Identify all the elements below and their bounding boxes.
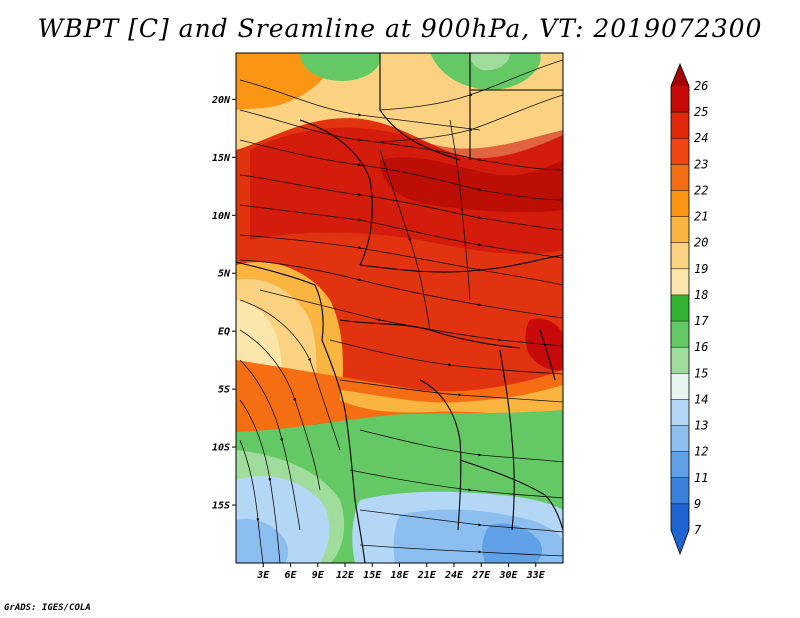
grads-credit: GrADS: IGES/COLA (4, 603, 91, 613)
colorbar-upper-extend (671, 64, 689, 86)
lat-tick-label: EQ (218, 327, 230, 338)
lon-tick-label: 6E (284, 570, 297, 581)
colorbar-swatch (671, 503, 689, 531)
lat-tick-label: 15S (212, 501, 230, 512)
colorbar-swatch (671, 164, 689, 191)
colorbar-label: 20 (694, 236, 708, 250)
colorbar-label: 22 (694, 183, 708, 197)
lat-tick-label: 5S (218, 385, 230, 396)
colorbar-swatch (671, 138, 689, 165)
colorbar-label: 7 (694, 523, 702, 537)
colorbar-label: 9 (694, 497, 701, 511)
lon-tick-label: 30E (498, 570, 518, 581)
colorbar-label: 23 (694, 157, 708, 171)
colorbar-swatch (671, 268, 689, 296)
lat-tick-label: 20N (211, 95, 231, 106)
colorbar-label: 25 (694, 105, 708, 119)
page-title: WBPT [C] and Sreamline at 900hPa, VT: 20… (37, 14, 763, 43)
colorbar-label: 14 (694, 392, 708, 406)
lon-tick-label: 27E (471, 570, 491, 581)
colorbar-label: 21 (694, 210, 708, 224)
colorbar-swatch (671, 347, 689, 374)
colorbar-label: 12 (694, 445, 708, 459)
lon-tick-label: 24E (444, 570, 464, 581)
colorbar-label: 24 (694, 131, 708, 145)
wbpt-field (236, 53, 563, 563)
lon-tick-label: 9E (312, 570, 325, 581)
colorbar-swatch (671, 216, 689, 244)
latitude-axis: 20N 15N 10N 5N EQ 5S 10S 15S (211, 95, 236, 512)
colorbar-swatch (671, 451, 689, 479)
colorbar-label: 11 (694, 471, 708, 485)
colorbar-swatch (671, 425, 689, 453)
colorbar-swatch (671, 399, 689, 427)
colorbar-swatch (671, 190, 689, 218)
colorbar-swatch (671, 321, 689, 348)
lon-tick-label: 3E (256, 570, 270, 581)
lat-tick-label: 10S (212, 443, 230, 454)
colorbar: 26 25 24 23 22 21 20 19 18 17 16 15 14 13 12 11 9 7 (670, 62, 709, 556)
lat-tick-label: 10N (212, 211, 231, 222)
lat-tick-label: 5N (218, 269, 231, 280)
colorbar-swatch (671, 477, 689, 505)
lon-tick-label: 21E (417, 570, 437, 581)
lat-tick-label: 15N (212, 153, 231, 164)
colorbar-label: 17 (694, 314, 709, 328)
colorbar-label: 13 (694, 419, 708, 433)
colorbar-label: 15 (694, 366, 708, 380)
colorbar-label: 16 (694, 340, 708, 354)
colorbar-swatch (671, 112, 689, 139)
lon-tick-label: 18E (390, 570, 409, 581)
colorbar-swatch (671, 373, 689, 400)
colorbar-label: 19 (694, 262, 708, 276)
colorbar-swatch (671, 86, 689, 113)
colorbar-label: 18 (694, 288, 708, 302)
lon-tick-label: 33E (526, 570, 546, 581)
colorbar-label: 26 (694, 79, 708, 93)
lon-tick-label: 12E (336, 570, 355, 581)
lon-tick-label: 15E (363, 570, 382, 581)
colorbar-swatch (671, 242, 689, 270)
longitude-axis: 3E 6E 9E 12E 15E 18E 21E 24E 27E 30E 33E (256, 563, 546, 581)
colorbar-swatch (671, 294, 689, 322)
colorbar-lower-extend (671, 530, 689, 554)
colorbar-outline (670, 62, 690, 556)
